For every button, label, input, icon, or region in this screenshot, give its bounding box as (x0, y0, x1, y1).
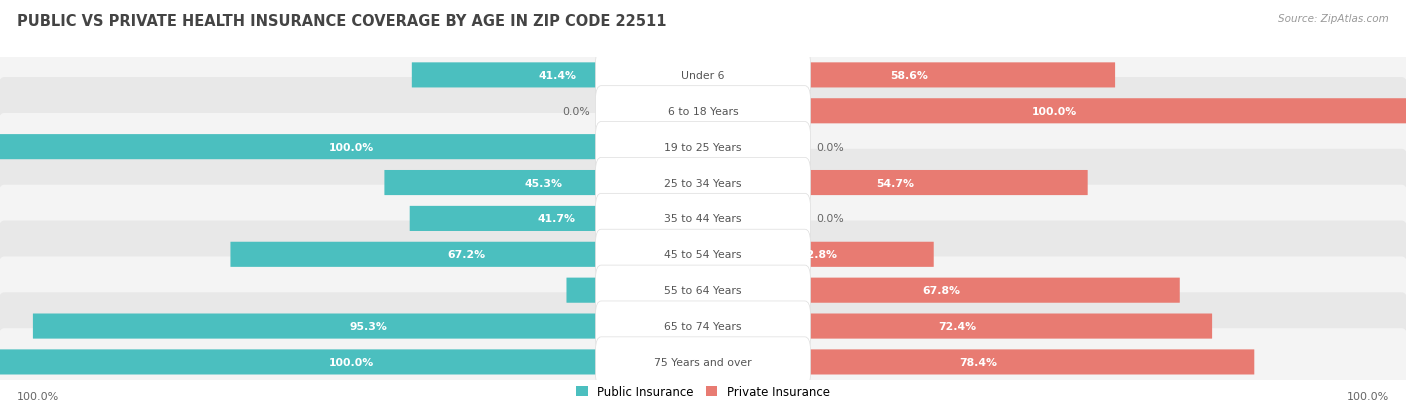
FancyBboxPatch shape (0, 135, 703, 160)
FancyBboxPatch shape (703, 314, 1212, 339)
FancyBboxPatch shape (596, 86, 811, 137)
FancyBboxPatch shape (231, 242, 703, 267)
FancyBboxPatch shape (703, 242, 934, 267)
FancyBboxPatch shape (32, 314, 703, 339)
FancyBboxPatch shape (0, 293, 1406, 360)
FancyBboxPatch shape (596, 194, 811, 244)
FancyBboxPatch shape (703, 278, 1180, 303)
Text: Under 6: Under 6 (682, 71, 724, 81)
Text: 0.0%: 0.0% (815, 214, 844, 224)
FancyBboxPatch shape (703, 171, 1088, 196)
FancyBboxPatch shape (567, 278, 703, 303)
Text: 67.2%: 67.2% (447, 250, 486, 260)
FancyBboxPatch shape (0, 78, 1406, 145)
Text: 95.3%: 95.3% (349, 321, 387, 331)
Text: 41.4%: 41.4% (538, 71, 576, 81)
FancyBboxPatch shape (0, 221, 1406, 288)
FancyBboxPatch shape (0, 114, 1406, 181)
FancyBboxPatch shape (0, 349, 703, 375)
Text: 25 to 34 Years: 25 to 34 Years (664, 178, 742, 188)
Text: 45.3%: 45.3% (524, 178, 562, 188)
FancyBboxPatch shape (596, 266, 811, 316)
Text: 45 to 54 Years: 45 to 54 Years (664, 250, 742, 260)
Legend: Public Insurance, Private Insurance: Public Insurance, Private Insurance (571, 381, 835, 403)
Text: 0.0%: 0.0% (562, 107, 591, 116)
Text: 54.7%: 54.7% (876, 178, 914, 188)
Text: 67.8%: 67.8% (922, 285, 960, 295)
Text: 72.4%: 72.4% (938, 321, 977, 331)
FancyBboxPatch shape (596, 158, 811, 208)
Text: 100.0%: 100.0% (1032, 107, 1077, 116)
FancyBboxPatch shape (0, 257, 1406, 324)
FancyBboxPatch shape (596, 122, 811, 172)
FancyBboxPatch shape (0, 185, 1406, 252)
Text: 19 to 25 Years: 19 to 25 Years (664, 142, 742, 152)
FancyBboxPatch shape (409, 206, 703, 231)
Text: 41.7%: 41.7% (537, 214, 575, 224)
Text: 58.6%: 58.6% (890, 71, 928, 81)
Text: 100.0%: 100.0% (329, 142, 374, 152)
Text: 75 Years and over: 75 Years and over (654, 357, 752, 367)
Text: 19.4%: 19.4% (616, 285, 654, 295)
FancyBboxPatch shape (596, 230, 811, 280)
Text: 100.0%: 100.0% (17, 392, 59, 401)
FancyBboxPatch shape (412, 63, 703, 88)
FancyBboxPatch shape (703, 99, 1406, 124)
Text: 100.0%: 100.0% (1347, 392, 1389, 401)
Text: 78.4%: 78.4% (959, 357, 998, 367)
FancyBboxPatch shape (384, 171, 703, 196)
Text: 35 to 44 Years: 35 to 44 Years (664, 214, 742, 224)
Text: 32.8%: 32.8% (799, 250, 838, 260)
FancyBboxPatch shape (703, 349, 1254, 375)
Text: 55 to 64 Years: 55 to 64 Years (664, 285, 742, 295)
FancyBboxPatch shape (596, 337, 811, 387)
FancyBboxPatch shape (0, 150, 1406, 217)
FancyBboxPatch shape (703, 63, 1115, 88)
FancyBboxPatch shape (596, 51, 811, 101)
FancyBboxPatch shape (0, 328, 1406, 396)
FancyBboxPatch shape (0, 42, 1406, 109)
Text: 100.0%: 100.0% (329, 357, 374, 367)
Text: 6 to 18 Years: 6 to 18 Years (668, 107, 738, 116)
Text: 0.0%: 0.0% (815, 142, 844, 152)
Text: 65 to 74 Years: 65 to 74 Years (664, 321, 742, 331)
Text: Source: ZipAtlas.com: Source: ZipAtlas.com (1278, 14, 1389, 24)
FancyBboxPatch shape (596, 301, 811, 351)
Text: PUBLIC VS PRIVATE HEALTH INSURANCE COVERAGE BY AGE IN ZIP CODE 22511: PUBLIC VS PRIVATE HEALTH INSURANCE COVER… (17, 14, 666, 29)
